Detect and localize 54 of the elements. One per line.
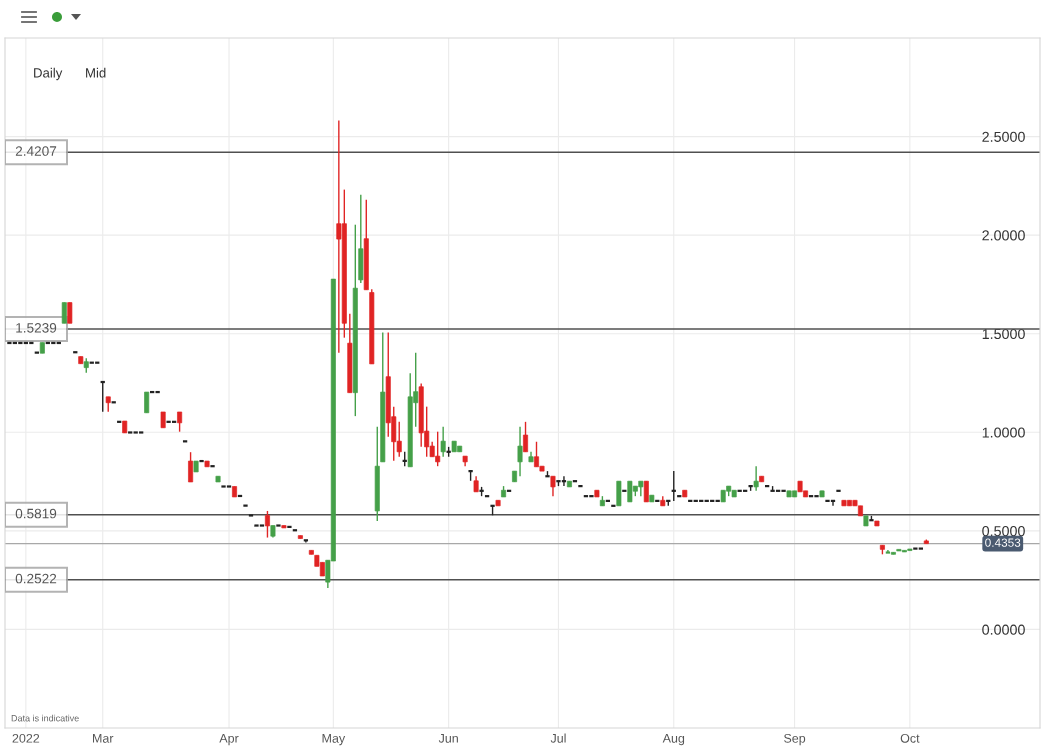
candlestick — [610, 504, 617, 507]
y-tick-label: 2.5000 — [982, 131, 1025, 142]
x-tick-label: Mar — [93, 734, 114, 743]
candlestick — [835, 489, 842, 492]
candlestick — [220, 485, 227, 488]
x-tick-label: Jul — [550, 733, 566, 743]
y-tick-label: 0.0000 — [982, 624, 1025, 635]
candlestick — [813, 495, 820, 498]
y-tick-label: 1.0000 — [982, 427, 1025, 438]
candlestick — [824, 499, 831, 502]
x-tick-label: 2022 — [12, 733, 40, 743]
x-tick-label: Aug — [662, 734, 685, 746]
annotation: Daily — [34, 67, 63, 81]
candlestick — [643, 480, 649, 503]
candlestick — [517, 426, 523, 477]
candlestick — [144, 391, 150, 414]
candlestick — [550, 475, 556, 497]
candlestick — [17, 341, 24, 345]
y-tick-label: 0.5000 — [982, 526, 1025, 537]
ref-line-label: 2.4207 — [15, 146, 57, 156]
candlestick — [440, 426, 446, 458]
candlestick — [286, 525, 293, 529]
candlestick — [198, 459, 205, 463]
annotation: Data is indicative — [11, 714, 79, 722]
y-tick-label: 1.5000 — [982, 328, 1025, 340]
annotation: Mid — [86, 67, 106, 78]
x-tick-label: Sep — [784, 733, 806, 746]
candlestick — [577, 485, 584, 488]
candlestick — [588, 495, 595, 498]
x-tick-label: Apr — [219, 734, 239, 746]
candlestick — [912, 547, 919, 550]
candlestick — [242, 504, 249, 507]
candlestick — [188, 451, 194, 483]
x-tick-label: Jun — [438, 734, 458, 743]
candlestick — [264, 510, 270, 539]
ref-line-label: 0.5819 — [15, 508, 57, 519]
x-tick-label: May — [322, 734, 346, 746]
candlestick — [523, 421, 529, 453]
candlestick — [753, 465, 759, 492]
candlestick — [275, 524, 282, 527]
candlestick — [177, 411, 183, 433]
candlestick — [780, 489, 787, 492]
candlestick — [165, 420, 172, 423]
candlestick — [6, 341, 13, 345]
ref-line-label: 0.2522 — [15, 573, 57, 584]
candlestick — [209, 465, 216, 468]
y-tick-label: 2.0000 — [982, 230, 1025, 241]
candlestick — [61, 301, 67, 324]
candlestick — [132, 431, 139, 434]
x-tick-label: Oct — [900, 733, 920, 743]
candlestick — [67, 301, 73, 324]
ref-line-label: 1.5239 — [16, 323, 57, 333]
candlestick — [253, 524, 260, 527]
ref-line-label: 0.4353 — [985, 538, 1021, 547]
